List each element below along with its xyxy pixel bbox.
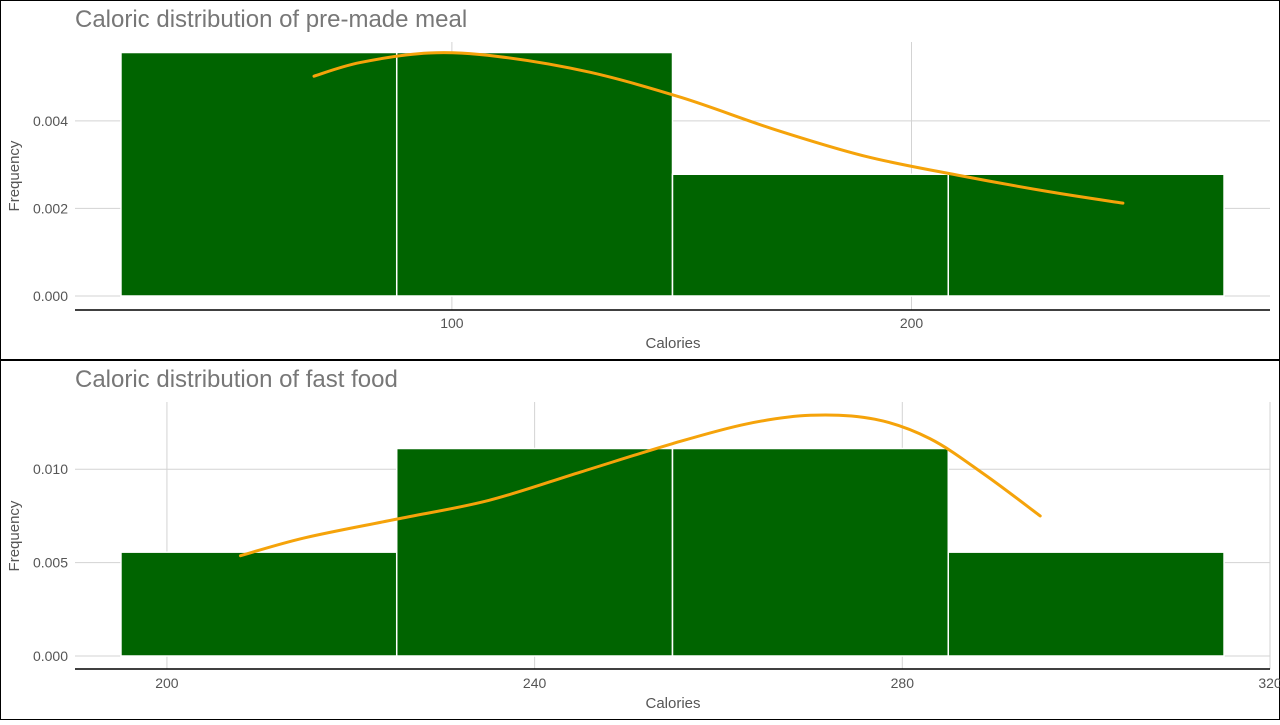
x-tick-label: 200 [155, 675, 179, 691]
y-axis-label: Frequency [6, 140, 23, 211]
y-tick-label: 0.000 [33, 648, 68, 664]
chart-title: Caloric distribution of pre-made meal [75, 6, 467, 33]
histogram-bar [121, 53, 397, 296]
histogram-bar [121, 552, 397, 656]
y-tick-label: 0.010 [33, 461, 68, 477]
chart-title: Caloric distribution of fast food [75, 366, 398, 393]
x-tick-label: 320 [1258, 675, 1280, 691]
x-tick-label: 240 [523, 675, 547, 691]
y-tick-label: 0.002 [33, 200, 68, 216]
y-tick-label: 0.005 [33, 555, 68, 571]
histogram-bar [673, 174, 949, 296]
histogram-bar [397, 449, 673, 656]
histogram-bar [673, 449, 949, 656]
x-axis-label: Calories [645, 695, 700, 712]
x-tick-label: 280 [891, 675, 915, 691]
x-tick-label: 200 [900, 315, 924, 331]
histogram-bar [948, 174, 1224, 296]
histogram-bar [397, 53, 673, 296]
y-tick-label: 0.000 [33, 288, 68, 304]
histogram-bar [948, 552, 1224, 656]
x-axis-label: Calories [645, 335, 700, 352]
y-tick-label: 0.004 [33, 113, 68, 129]
y-axis-label: Frequency [6, 500, 23, 571]
x-tick-label: 100 [440, 315, 464, 331]
